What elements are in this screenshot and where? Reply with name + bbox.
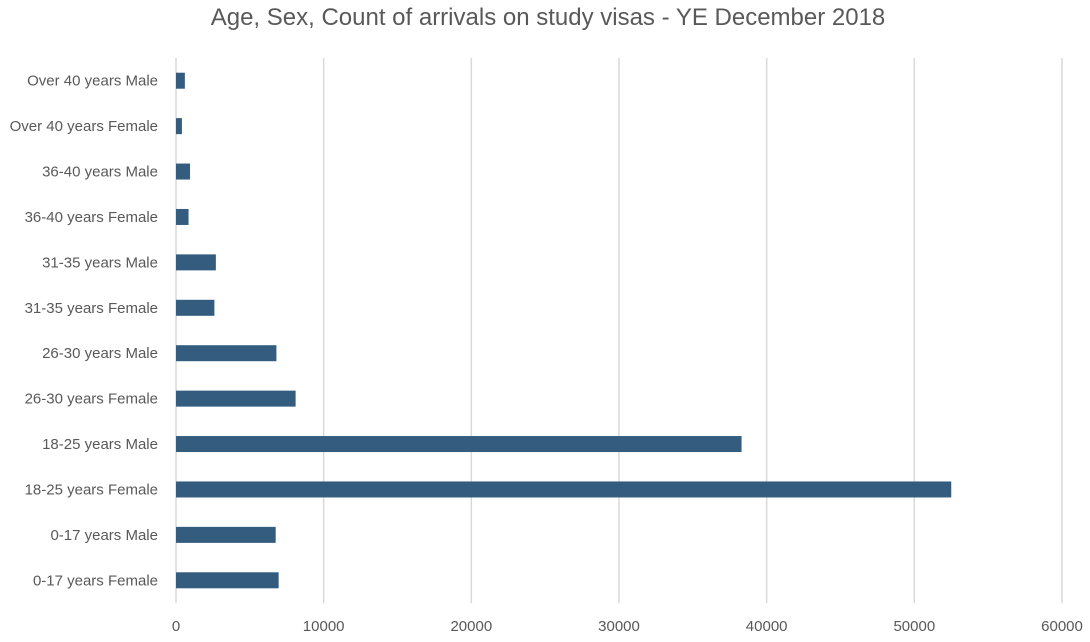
bar — [176, 526, 276, 543]
bar — [176, 299, 215, 316]
bar — [176, 345, 277, 362]
category-labels: 0-17 years Female 0-17 years Male 18-25 ye… — [10, 73, 158, 590]
category-label: Over 40 years Male — [27, 73, 158, 90]
x-tick-label: 30000 — [598, 618, 640, 635]
category-label: 31-35 years Male — [42, 254, 158, 271]
category-label: 0-17 years Female — [33, 572, 158, 589]
category-label: 36-40 years Male — [42, 164, 158, 181]
bar — [176, 163, 191, 180]
bar — [176, 72, 185, 89]
bar — [176, 254, 216, 271]
bar — [176, 572, 279, 589]
x-tick-label: 20000 — [450, 618, 492, 635]
category-label: 0-17 years Male — [50, 527, 158, 544]
bars — [176, 72, 952, 589]
x-tick-label: 50000 — [893, 618, 935, 635]
gridlines — [175, 58, 1063, 603]
bar — [176, 436, 742, 453]
category-label: 31-35 years Female — [25, 300, 158, 317]
chart-title: Age, Sex, Count of arrivals on study vis… — [210, 4, 886, 31]
category-label: 26-30 years Male — [42, 345, 158, 362]
category-label: Over 40 years Female — [10, 118, 158, 135]
bar — [176, 208, 189, 225]
x-tick-label: 40000 — [746, 618, 788, 635]
category-label: 18-25 years Female — [25, 481, 158, 498]
x-tick-label: 0 — [172, 618, 180, 635]
x-tick-label: 10000 — [303, 618, 345, 635]
bar — [176, 390, 296, 407]
category-label: 26-30 years Female — [25, 391, 158, 408]
category-label: 36-40 years Female — [25, 209, 158, 226]
x-tick-label: 60000 — [1041, 618, 1083, 635]
bar — [176, 118, 182, 135]
bar — [176, 481, 952, 498]
category-label: 18-25 years Male — [42, 436, 158, 453]
x-axis-tick-labels: 0 10000 20000 30000 40000 50000 60000 — [172, 618, 1083, 635]
